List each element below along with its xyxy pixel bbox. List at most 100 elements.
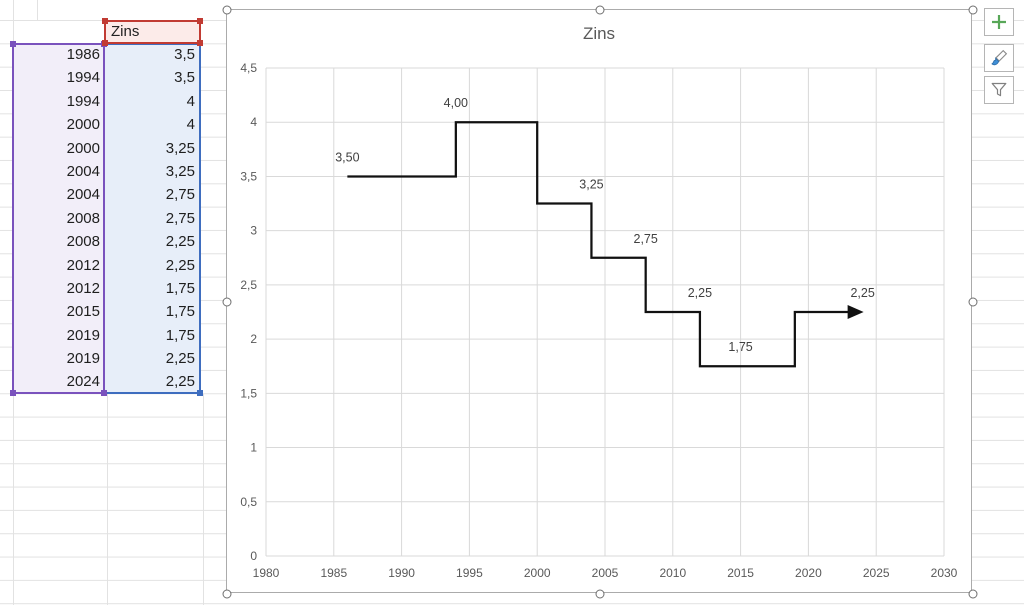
range-corner-handle[interactable] xyxy=(10,390,16,396)
chart-styles-button[interactable] xyxy=(984,44,1014,72)
range-corner-handle[interactable] xyxy=(102,18,108,24)
year-cell[interactable]: 2015 xyxy=(66,303,100,321)
chart-elements-button[interactable] xyxy=(984,8,1014,36)
zins-cell[interactable]: 4 xyxy=(186,92,195,110)
y-axis-tick-label: 1,5 xyxy=(240,386,257,400)
range-corner-handle[interactable] xyxy=(102,40,108,46)
chart-resize-handle-top-right[interactable] xyxy=(968,5,978,15)
year-cell[interactable]: 2019 xyxy=(66,350,100,368)
table-row[interactable]: 2012 2,25 xyxy=(12,254,201,277)
zins-cell[interactable]: 1,75 xyxy=(165,303,195,321)
zins-cell[interactable]: 3,25 xyxy=(165,162,195,180)
series-line[interactable] xyxy=(347,121,849,368)
data-label[interactable]: 4,00 xyxy=(444,96,468,110)
data-label[interactable]: 3,50 xyxy=(335,150,359,164)
x-axis-tick-label: 2030 xyxy=(931,566,958,580)
x-axis-tick-label: 1985 xyxy=(320,566,347,580)
range-corner-handle[interactable] xyxy=(10,41,16,47)
y-axis-tick-label: 3 xyxy=(250,224,257,238)
zins-cell[interactable]: 2,25 xyxy=(165,373,195,391)
y-axis-tick-label: 4 xyxy=(250,115,257,129)
range-corner-handle[interactable] xyxy=(101,390,107,396)
y-axis-tick-label: 0,5 xyxy=(240,495,257,509)
table-row[interactable]: 2019 1,75 xyxy=(12,324,201,347)
year-cell[interactable]: 2000 xyxy=(66,139,100,157)
zins-cell[interactable]: 1,75 xyxy=(165,279,195,297)
zins-cell[interactable]: 2,75 xyxy=(165,209,195,227)
data-table: 1986 3,5 1994 3,5 1994 4 2000 4 2000 3,25 2004 3,25… xyxy=(12,43,201,394)
table-row[interactable]: 2012 1,75 xyxy=(12,277,201,300)
chart-resize-handle-bottom-left[interactable] xyxy=(222,589,232,599)
range-corner-handle[interactable] xyxy=(197,18,203,24)
year-cell[interactable]: 2000 xyxy=(66,116,100,134)
y-axis-tick-label: 2 xyxy=(250,332,257,346)
selected-range-series-name[interactable]: Zins xyxy=(102,18,203,46)
year-cell[interactable]: 2008 xyxy=(66,233,100,251)
year-cell[interactable]: 2004 xyxy=(66,162,100,180)
y-axis-tick-label: 3,5 xyxy=(240,169,257,183)
chart-filters-button[interactable] xyxy=(984,76,1014,104)
range-corner-handle[interactable] xyxy=(197,40,203,46)
x-axis-tick-label: 2020 xyxy=(795,566,822,580)
table-row[interactable]: 2000 3,25 xyxy=(12,137,201,160)
table-row[interactable]: 2008 2,75 xyxy=(12,207,201,230)
range-corner-handle[interactable] xyxy=(197,390,203,396)
zins-cell[interactable]: 3,5 xyxy=(174,46,195,63)
year-cell[interactable]: 2024 xyxy=(66,373,100,391)
year-cell[interactable]: 1994 xyxy=(66,92,100,110)
data-label[interactable]: 2,75 xyxy=(634,232,658,246)
table-row[interactable]: 2015 1,75 xyxy=(12,300,201,323)
chart-resize-handle-top-left[interactable] xyxy=(222,5,232,15)
year-cell[interactable]: 2004 xyxy=(66,186,100,204)
table-row[interactable]: 2004 3,25 xyxy=(12,160,201,183)
year-cell[interactable]: 1994 xyxy=(66,69,100,87)
zins-cell[interactable]: 1,75 xyxy=(165,326,195,344)
chart-resize-handle-top-middle[interactable] xyxy=(595,5,605,15)
chart-resize-handle-bottom-middle[interactable] xyxy=(595,589,605,599)
trend-arrow-head[interactable] xyxy=(847,305,864,319)
y-axis-tick-label: 1 xyxy=(250,441,257,455)
step-line-chart: Zins 0 0,5 1 1,5 2 2,5 3 3,5 4 4,5 1980 1985 1990 1995… xyxy=(240,24,958,580)
table-row[interactable]: 2019 2,25 xyxy=(12,347,201,370)
funnel-icon xyxy=(991,82,1007,97)
chart-resize-handle-left-middle[interactable] xyxy=(222,297,232,307)
data-label[interactable]: 1,75 xyxy=(728,340,752,354)
zins-cell[interactable]: 2,25 xyxy=(165,233,195,251)
table-row[interactable]: 2004 2,75 xyxy=(12,183,201,206)
table-row[interactable]: 1994 3,5 xyxy=(12,66,201,89)
year-cell[interactable]: 1986 xyxy=(66,46,100,63)
year-cell[interactable]: 2008 xyxy=(66,209,100,227)
series-name-cell[interactable]: Zins xyxy=(111,23,140,40)
table-row[interactable]: 2008 2,25 xyxy=(12,230,201,253)
year-cell[interactable]: 2019 xyxy=(66,326,100,344)
table-row[interactable]: 2024 2,25 xyxy=(12,370,201,393)
x-axis-tick-label: 2025 xyxy=(863,566,890,580)
chart-resize-handle-right-middle[interactable] xyxy=(968,297,978,307)
y-axis-tick-label: 2,5 xyxy=(240,278,257,292)
chart-resize-handle-bottom-right[interactable] xyxy=(968,589,978,599)
zins-cell[interactable]: 2,25 xyxy=(165,256,195,274)
data-label[interactable]: 3,25 xyxy=(579,178,603,192)
table-row[interactable]: 2000 4 xyxy=(12,113,201,136)
zins-cell[interactable]: 4 xyxy=(186,116,195,134)
y-axis-tick-label: 0 xyxy=(250,549,257,563)
sheet-gridline xyxy=(203,394,204,605)
zins-cell[interactable]: 2,75 xyxy=(165,186,195,204)
chart-title[interactable]: Zins xyxy=(583,24,615,43)
chart-object[interactable]: Zins 0 0,5 1 1,5 2 2,5 3 3,5 4 4,5 1980 1985 1990 1995… xyxy=(222,5,978,599)
year-cell[interactable]: 2012 xyxy=(66,256,100,274)
x-axis-tick-label: 2005 xyxy=(592,566,619,580)
zins-cell[interactable]: 3,5 xyxy=(174,69,195,87)
zins-cell[interactable]: 3,25 xyxy=(165,139,195,157)
year-cell[interactable]: 2012 xyxy=(66,279,100,297)
table-row[interactable]: 1994 4 xyxy=(12,90,201,113)
table-row[interactable]: 1986 3,5 xyxy=(12,43,201,66)
data-label[interactable]: 2,25 xyxy=(688,286,712,300)
data-label[interactable]: 2,25 xyxy=(850,286,874,300)
selected-range-categories[interactable] xyxy=(10,41,107,396)
zins-cell[interactable]: 2,25 xyxy=(165,350,195,368)
x-axis-tick-label: 2000 xyxy=(524,566,551,580)
x-axis-tick-label: 1990 xyxy=(388,566,415,580)
plus-icon xyxy=(992,15,1006,29)
